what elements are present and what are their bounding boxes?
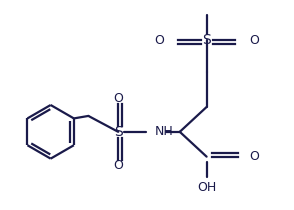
Text: O: O xyxy=(113,92,123,105)
Text: NH: NH xyxy=(155,125,174,138)
Text: O: O xyxy=(249,150,259,163)
Text: O: O xyxy=(113,159,123,172)
Text: O: O xyxy=(249,34,259,47)
Text: OH: OH xyxy=(197,181,216,194)
Text: O: O xyxy=(154,34,164,47)
Text: S: S xyxy=(114,125,123,139)
Text: S: S xyxy=(202,33,211,47)
